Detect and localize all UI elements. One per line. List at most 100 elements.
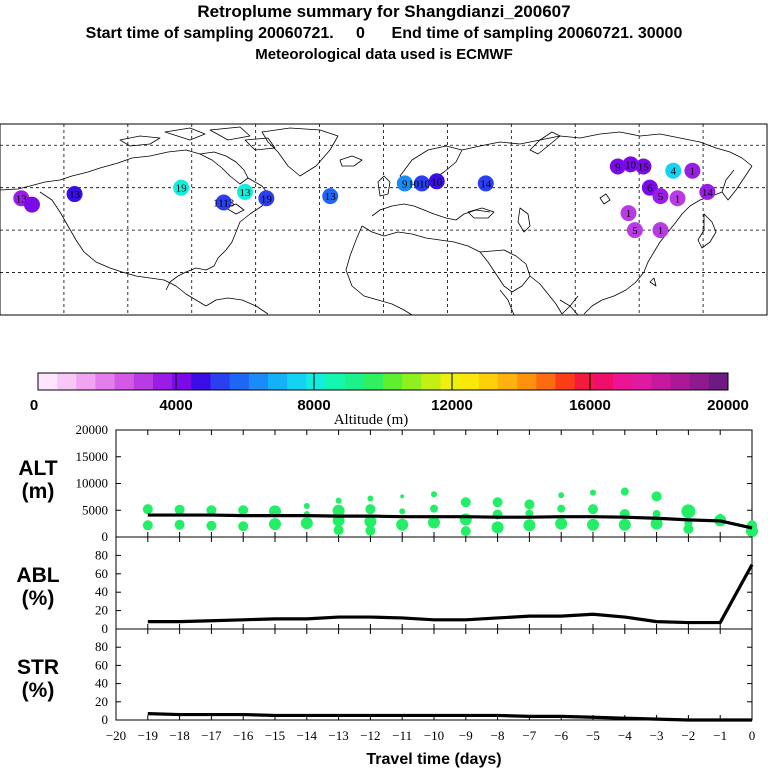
colorbar-cell — [555, 373, 576, 390]
colorbar-cell — [383, 373, 403, 390]
map-cluster-dot — [652, 222, 669, 239]
map-cluster: 1113 — [213, 194, 235, 211]
map-cluster-dot — [215, 194, 232, 211]
map-cluster-label: 5 — [658, 191, 664, 203]
y-tick-label: 20 — [95, 603, 108, 618]
map-cluster: 1 — [684, 162, 701, 179]
coast-taiwan — [649, 277, 657, 287]
altitude-cluster-point — [174, 504, 185, 515]
altitude-cluster-point — [523, 519, 536, 532]
x-tick-label: −11 — [392, 728, 412, 743]
x-tick-label: 0 — [749, 728, 756, 743]
x-tick-label: −1 — [713, 728, 727, 743]
altitude-cluster-point — [683, 523, 694, 534]
panel-ylabel: ALT — [18, 457, 57, 480]
colorbar-cell — [402, 373, 422, 390]
coast-mediterranean-africa — [361, 225, 481, 253]
map-cluster: 14 — [699, 183, 716, 200]
map-cluster: 10 — [428, 173, 445, 190]
map-cluster-label: 10101 — [408, 178, 436, 190]
map-cluster: 13 — [66, 186, 83, 203]
colorbar-label: Altitude (m) — [334, 412, 409, 428]
series-line-alt — [147, 513, 753, 530]
coast-japan — [697, 213, 717, 249]
map-cluster-label: 13 — [16, 193, 28, 205]
x-tick-label: −8 — [491, 728, 505, 743]
altitude-cluster-point — [333, 525, 344, 536]
map-cluster-label: 13 — [325, 191, 337, 203]
x-tick-label: −15 — [265, 728, 285, 743]
map-cluster-label: 14 — [702, 187, 714, 199]
altitude-cluster-point — [365, 525, 376, 536]
colorbar-cell — [613, 373, 633, 390]
x-tick-label: −6 — [554, 728, 568, 743]
altitude-cluster-point — [269, 518, 281, 531]
colorbar-ticks: 0 4000 8000 12000 16000 20000 — [30, 373, 749, 414]
panel-ylabel: STR — [17, 656, 59, 679]
colorbar-cell — [478, 373, 499, 390]
y-tick-label: 40 — [95, 676, 108, 691]
x-tick-label: −9 — [459, 728, 473, 743]
colorbar-cell — [38, 373, 58, 390]
altitude-cluster-point — [430, 504, 438, 513]
map-gridlines — [0, 124, 767, 315]
map-cluster: 6 — [641, 179, 658, 196]
y-tick-label: 20 — [95, 694, 108, 709]
map-cluster-dot — [641, 179, 658, 196]
colorbar-cell — [153, 373, 173, 390]
x-tick-label: −12 — [360, 728, 380, 743]
series-line-abl — [147, 563, 754, 625]
altitude-cluster-point — [524, 499, 535, 510]
colorbar-cell — [95, 373, 116, 390]
x-tick-label: −4 — [618, 728, 632, 743]
colorbar-cell — [133, 373, 154, 390]
coast-uk — [377, 175, 391, 197]
coast-south-america — [205, 297, 269, 315]
x-tick-label: −3 — [650, 728, 664, 743]
altitude-cluster-point — [367, 495, 374, 502]
altitude-cluster-point — [491, 521, 504, 534]
altitude-cluster-point — [525, 509, 534, 518]
colorbar-cell — [440, 373, 461, 390]
map-cluster: 13 — [237, 183, 254, 200]
map-cluster: 19 — [173, 179, 190, 196]
map-cluster-dot — [622, 156, 639, 173]
map-cluster: 19 — [258, 190, 275, 207]
map-cluster-label: 9 — [615, 161, 621, 173]
chart-subtitle-sampling-time: Start time of sampling 20060721. 0 End t… — [85, 25, 683, 42]
coast-alaska — [0, 149, 201, 191]
map-cluster-dot — [652, 188, 669, 205]
altitude-cluster-point — [303, 502, 310, 509]
map-cluster-label: 15 — [638, 161, 650, 173]
map-cluster-label: 1113 — [213, 198, 235, 210]
x-tick-label: −14 — [297, 728, 318, 743]
map-cluster: 10101 — [408, 175, 436, 192]
altitude-cluster-point — [651, 491, 662, 502]
map-cluster-label: 6 — [647, 183, 653, 195]
altitude-cluster-point — [142, 520, 153, 531]
altitude-cluster-point — [431, 491, 437, 498]
y-tick-label: 15000 — [76, 449, 109, 464]
map-cluster-dot — [173, 179, 190, 196]
colorbar-cell — [632, 373, 652, 390]
x-tick-label: −18 — [169, 728, 189, 743]
map-cluster-label: 1 — [626, 208, 632, 220]
colorbar-cell — [114, 373, 135, 390]
map-cluster: 1 — [669, 190, 686, 207]
colorbar-cell — [574, 373, 595, 390]
altitude-cluster-point — [460, 497, 471, 508]
y-tick-label: 0 — [102, 712, 109, 727]
y-tick-label: 40 — [95, 584, 108, 599]
altitude-cluster-point — [588, 504, 598, 515]
map-cluster-dot — [413, 175, 430, 192]
colorbar-cell — [325, 373, 346, 390]
map-cluster-dot — [609, 158, 626, 175]
map-cluster: 13 — [322, 188, 339, 205]
map-cluster-label: 1 — [690, 166, 696, 178]
coast-greenland — [261, 127, 339, 177]
map-cluster-label: 1 — [675, 193, 681, 205]
colorbar-cell — [363, 373, 384, 390]
map-cluster-dot — [237, 183, 254, 200]
series-line-str — [147, 712, 752, 722]
